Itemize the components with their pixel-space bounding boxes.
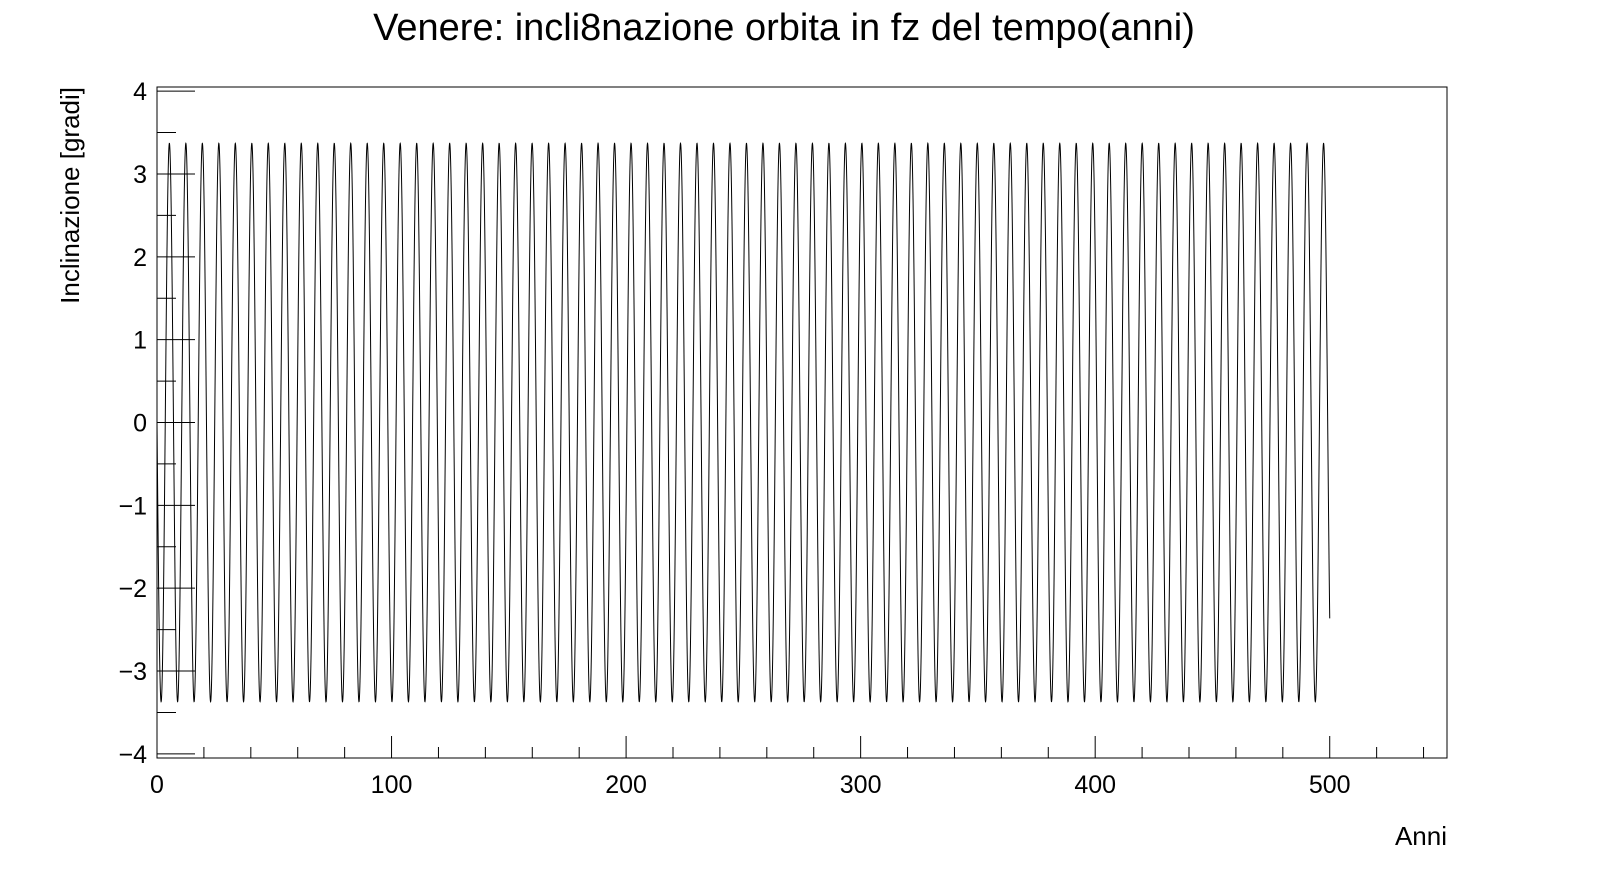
series-layer [156,142,1331,703]
chart-title: Venere: incli8nazione orbita in fz del t… [373,7,1195,49]
y-tick-label: 4 [133,78,147,106]
x-axis-label: Anni [1395,821,1447,851]
x-tick-label: 500 [1309,771,1351,799]
series-line [156,142,1331,703]
y-tick-label: 2 [133,244,147,272]
y-tick-label: −3 [118,658,147,686]
y-axis: −4 −3 −2 −1 0 1 2 3 4 [118,78,195,769]
x-tick-label: 0 [150,771,164,799]
x-axis: 0 100 200 300 400 500 [150,736,1425,799]
x-tick-label: 300 [840,771,882,799]
y-tick-label: 3 [133,161,147,189]
y-axis-label: Inclinazione [gradi] [55,87,85,304]
x-tick-label: 200 [605,771,647,799]
x-tick-label: 400 [1074,771,1116,799]
x-tick-label: 100 [371,771,413,799]
y-tick-label: −2 [118,575,147,603]
y-tick-label: −4 [118,741,147,769]
y-tick-label: 0 [133,410,147,438]
y-tick-label: −1 [118,492,147,520]
y-tick-label: 1 [133,327,147,355]
